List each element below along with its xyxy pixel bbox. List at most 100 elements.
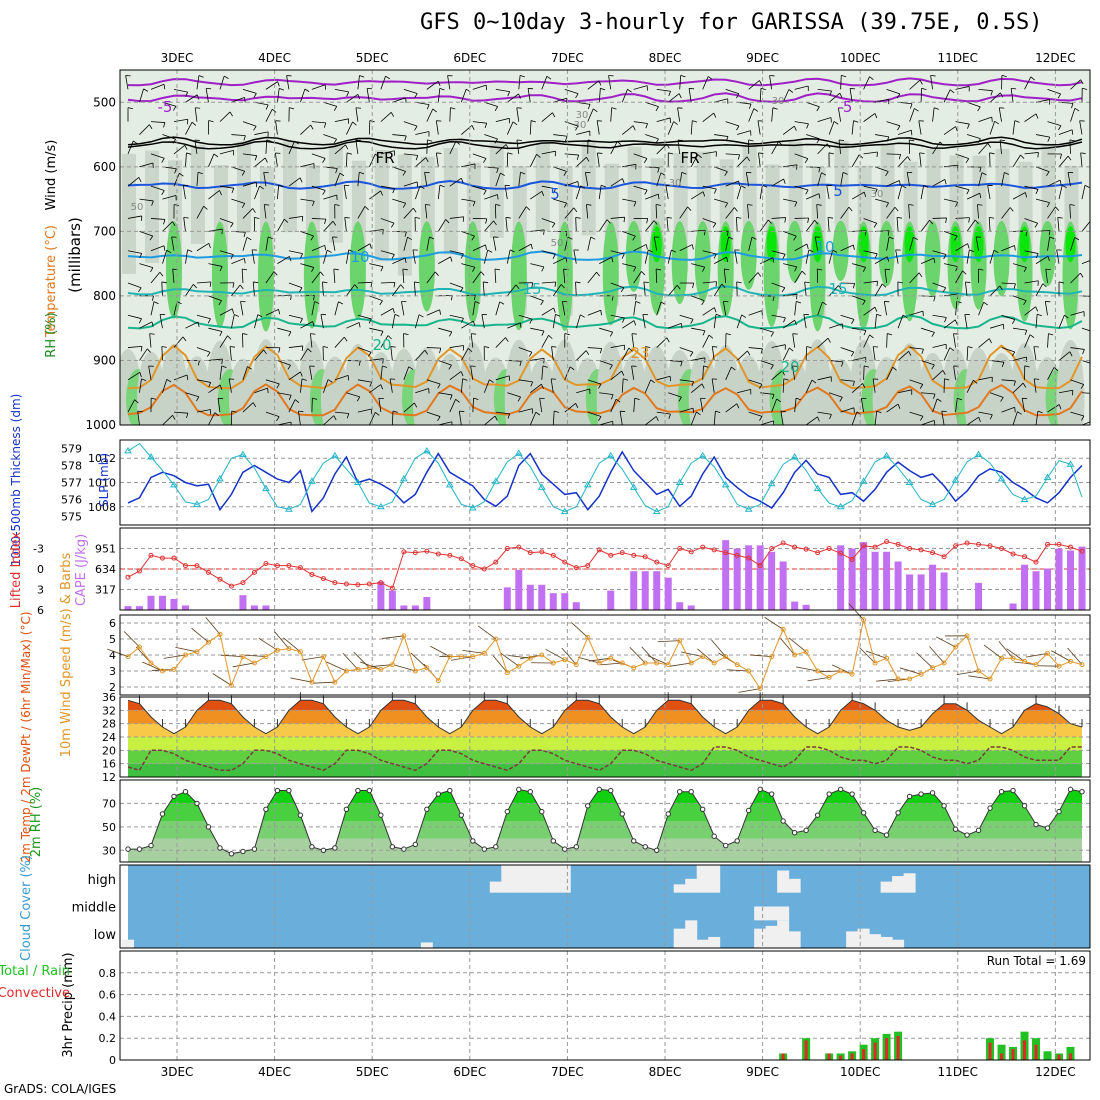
credit-text: GrADS: COLA/IGES (4, 1082, 117, 1096)
wind-barb-flag (646, 218, 649, 224)
wind-barb (874, 166, 889, 172)
wind-barb-flag (448, 364, 452, 370)
wind-barb (1081, 260, 1090, 265)
cloud-high-bar (501, 865, 514, 893)
slp-marker (216, 474, 224, 482)
wind-barb (737, 388, 751, 394)
wind-barb (748, 310, 763, 316)
rh2m-marker (608, 787, 614, 794)
wind-barb-flag (575, 125, 579, 131)
wind-barb-flag (712, 223, 717, 228)
cape-bar (423, 597, 431, 610)
panel1-y-tick: 1000 (85, 418, 116, 432)
wind-barb-flag (289, 256, 292, 262)
wind-barb-flag (424, 350, 429, 355)
lifted-index-marker (332, 580, 338, 586)
wind-barb-flag (1035, 189, 1039, 195)
wind-barb-flag (356, 396, 361, 402)
wind-barb-flag (391, 222, 395, 228)
wind-barb-flag (1071, 129, 1074, 135)
wind-barb (139, 378, 142, 393)
panel3-left-tick: -3 (33, 543, 44, 556)
wind-barb (782, 378, 785, 393)
temp-band (128, 737, 1082, 751)
wind-barb (311, 244, 325, 252)
wind-barb-flag (359, 75, 365, 78)
wind-speed-marker (1045, 650, 1051, 656)
wind-barb-flag (505, 217, 511, 219)
rh2m-marker (412, 841, 419, 848)
wind-speed-marker (378, 666, 384, 672)
wind-barb-flag (921, 348, 924, 354)
wind-barb-flag (806, 346, 812, 349)
lifted-index-marker (918, 547, 924, 553)
wind-barb (702, 281, 717, 284)
rh-mid-patch (688, 350, 717, 425)
wind-barb (162, 221, 173, 232)
wind-barb (886, 333, 888, 348)
rh-green-patch (832, 220, 849, 282)
wind-barb (435, 120, 439, 135)
wind-barb (679, 347, 694, 353)
wind-barb-flag (382, 365, 388, 368)
wind-barb (794, 270, 803, 284)
wind-barb (461, 320, 474, 329)
lifted-index-marker (1033, 559, 1039, 565)
wind-barb (829, 360, 844, 363)
wind-barb-flag (1011, 319, 1016, 325)
wind-barb-flag (540, 300, 544, 306)
wind-barb (851, 383, 863, 394)
wind-barb (564, 207, 575, 219)
wind-barb (816, 204, 819, 219)
wind-barb (357, 347, 372, 353)
wind-barb (691, 263, 705, 268)
wind-speed-marker (976, 668, 982, 674)
wind-speed-marker (412, 668, 418, 674)
wind-barb-flag (628, 347, 633, 352)
surface-wind-barb (711, 639, 726, 657)
wind-barb (162, 379, 168, 393)
panel6-y-tick: 50 (102, 821, 116, 834)
lifted-index-marker (861, 543, 867, 549)
rh2m-marker (297, 812, 304, 818)
panel8-frame (119, 950, 1091, 1061)
wind-barb-flag (954, 235, 958, 241)
wind-barb (139, 348, 148, 361)
wind-barb-flag (734, 207, 738, 212)
wind-barb-flag (288, 331, 292, 337)
surface-wind-barb (795, 666, 818, 672)
wind-barb (449, 141, 457, 155)
wind-barb-flag (487, 249, 493, 253)
wind-barb-flag (783, 178, 786, 184)
rh-bright-patch (1065, 226, 1076, 263)
panel8-y-tick: 0 (109, 1054, 116, 1067)
lifted-index-marker (803, 546, 809, 552)
precip-total-bar (997, 1044, 1006, 1060)
wind-barb-flag (598, 80, 602, 86)
wind-speed-marker (401, 633, 407, 639)
rh-mid-patch (826, 359, 855, 425)
wind-barb-flag (434, 271, 439, 276)
wind-barb (1081, 327, 1090, 332)
wind-barb-flag (967, 346, 973, 349)
lifted-index-marker (309, 571, 315, 577)
wind-barb (563, 269, 566, 284)
lifted-index-marker (677, 546, 683, 551)
wind-barb-flag (541, 384, 544, 389)
wind-barb-flag (1048, 333, 1054, 336)
wind-barb (667, 284, 678, 297)
wind-barb (965, 281, 968, 296)
wind-barb-flag (747, 350, 751, 356)
wind-barb (906, 172, 910, 187)
wind-barb-flag (335, 168, 338, 174)
wind-barb (172, 269, 175, 284)
wind-barb (897, 156, 908, 168)
rh2m-marker (435, 791, 442, 797)
wind-barb (413, 281, 416, 296)
wind-barb (872, 346, 876, 361)
wind-barb (472, 84, 487, 90)
wind-barb-flag (150, 267, 154, 273)
wind-barb-flag (425, 157, 429, 163)
wind-barb (966, 249, 970, 264)
wind-barb-flag (1059, 180, 1062, 186)
